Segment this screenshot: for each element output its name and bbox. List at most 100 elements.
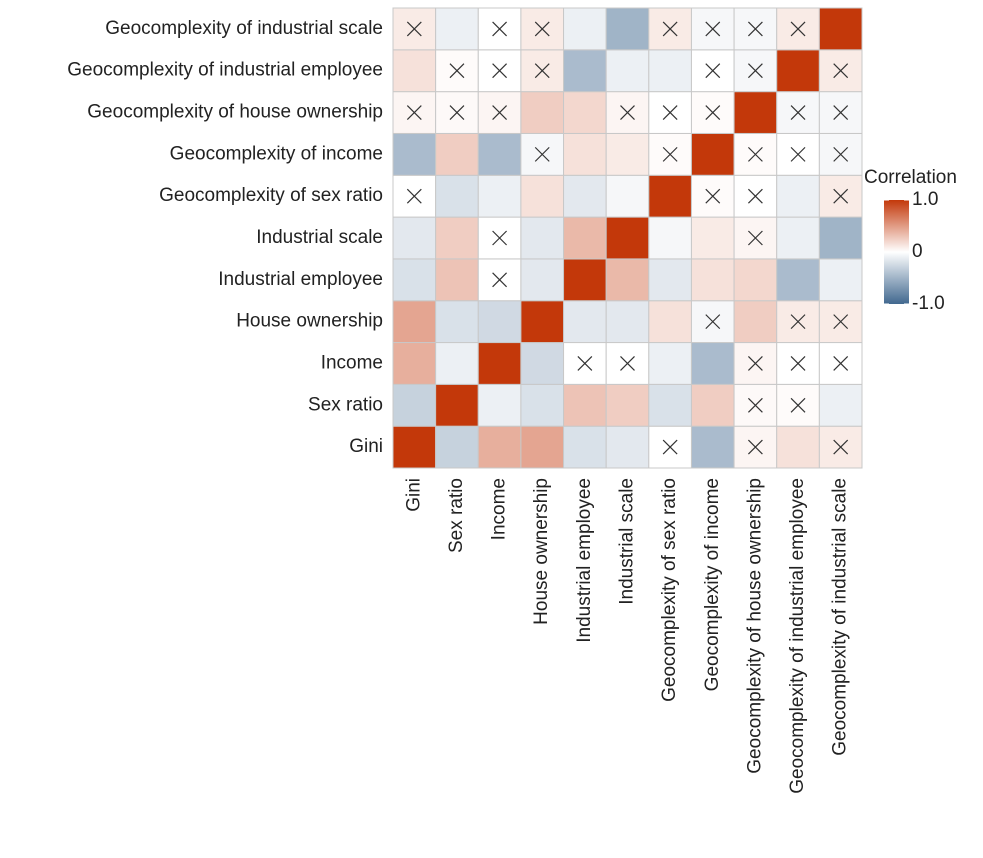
cell: [776, 91, 820, 134]
cell: [477, 300, 522, 344]
cell: [605, 216, 650, 260]
y-tick-label: Sex ratio: [308, 394, 383, 415]
y-tick-label: Gini: [349, 436, 383, 457]
y-tick-label: Geocomplexity of sex ratio: [159, 185, 383, 206]
cell: [648, 216, 692, 260]
cell: [392, 342, 437, 385]
cross: [705, 314, 721, 330]
cell: [648, 383, 692, 427]
cell: [520, 216, 565, 260]
cross: [662, 439, 678, 455]
cell: [392, 425, 437, 469]
x-tick-label: Geocomplexity of industrial scale: [830, 478, 851, 756]
cell: [648, 174, 692, 218]
cross: [790, 397, 806, 413]
y-tick-label: House ownership: [236, 311, 383, 332]
cell: [435, 7, 479, 51]
cell: [520, 174, 565, 218]
cross: [790, 146, 806, 162]
cell: [392, 216, 437, 260]
cross: [747, 21, 763, 37]
cell: [605, 132, 650, 176]
cell: [605, 49, 650, 93]
cross: [790, 356, 806, 371]
cross: [833, 188, 849, 204]
cell: [648, 49, 692, 93]
cell: [648, 258, 692, 302]
cross: [833, 146, 849, 162]
cell: [690, 383, 735, 427]
cross: [790, 21, 806, 37]
x-tick-label: Gini: [403, 478, 424, 512]
cell: [563, 258, 607, 302]
cell: [563, 7, 607, 51]
legend-title: Correlation: [864, 167, 957, 188]
cell: [520, 258, 565, 302]
cross: [833, 356, 849, 371]
cross: [747, 439, 763, 455]
legend-tick-label: 1.0: [912, 189, 938, 210]
x-tick-label: Geocomplexity of industrial employee: [787, 478, 808, 794]
cell: [605, 425, 650, 469]
cell: [690, 216, 735, 260]
cell: [477, 425, 522, 469]
x-tick-label: Geocomplexity of income: [702, 478, 723, 691]
cross: [833, 439, 849, 455]
cell: [477, 132, 522, 176]
cell: [776, 49, 820, 93]
cross: [790, 314, 806, 330]
cell: [605, 383, 650, 427]
cross: [705, 21, 721, 37]
cross: [833, 105, 849, 120]
cell: [818, 258, 863, 302]
cross: [833, 63, 849, 79]
cell: [818, 383, 863, 427]
x-tick-label: Geocomplexity of house ownership: [744, 478, 765, 774]
cross: [705, 63, 721, 79]
cross: [449, 105, 465, 120]
cell: [563, 216, 607, 260]
cross: [620, 105, 635, 120]
y-tick-label: Industrial employee: [218, 269, 383, 290]
cell: [690, 258, 735, 302]
cell: [776, 425, 820, 469]
cross: [492, 230, 508, 246]
cell: [435, 383, 479, 427]
cell: [818, 7, 863, 51]
cell: [818, 216, 863, 260]
cross: [747, 397, 763, 413]
y-tick-label: Geocomplexity of industrial employee: [67, 60, 383, 81]
cell: [605, 258, 650, 302]
cross: [620, 356, 635, 371]
y-tick-label: Geocomplexity of house ownership: [87, 102, 383, 123]
cell: [563, 91, 607, 134]
cell: [776, 216, 820, 260]
cross: [534, 63, 550, 79]
cell: [520, 300, 565, 344]
cross: [492, 105, 508, 120]
y-tick-label: Industrial scale: [256, 227, 383, 248]
cross: [747, 356, 763, 371]
legend-tick-label: -1.0: [912, 293, 945, 314]
cell: [605, 300, 650, 344]
cell: [648, 342, 692, 385]
cell: [435, 342, 479, 385]
cross: [662, 146, 678, 162]
cell: [477, 174, 522, 218]
cell: [563, 425, 607, 469]
cross: [449, 63, 465, 79]
cell: [563, 132, 607, 176]
x-tick-label: Geocomplexity of sex ratio: [659, 478, 680, 702]
cell: [563, 49, 607, 93]
cell: [520, 342, 565, 385]
cell: [435, 258, 479, 302]
cell: [392, 132, 437, 176]
cell: [776, 258, 820, 302]
cell: [563, 383, 607, 427]
cross: [492, 21, 508, 37]
cell: [563, 300, 607, 344]
cell: [477, 383, 522, 427]
cell: [605, 174, 650, 218]
cell: [520, 425, 565, 469]
